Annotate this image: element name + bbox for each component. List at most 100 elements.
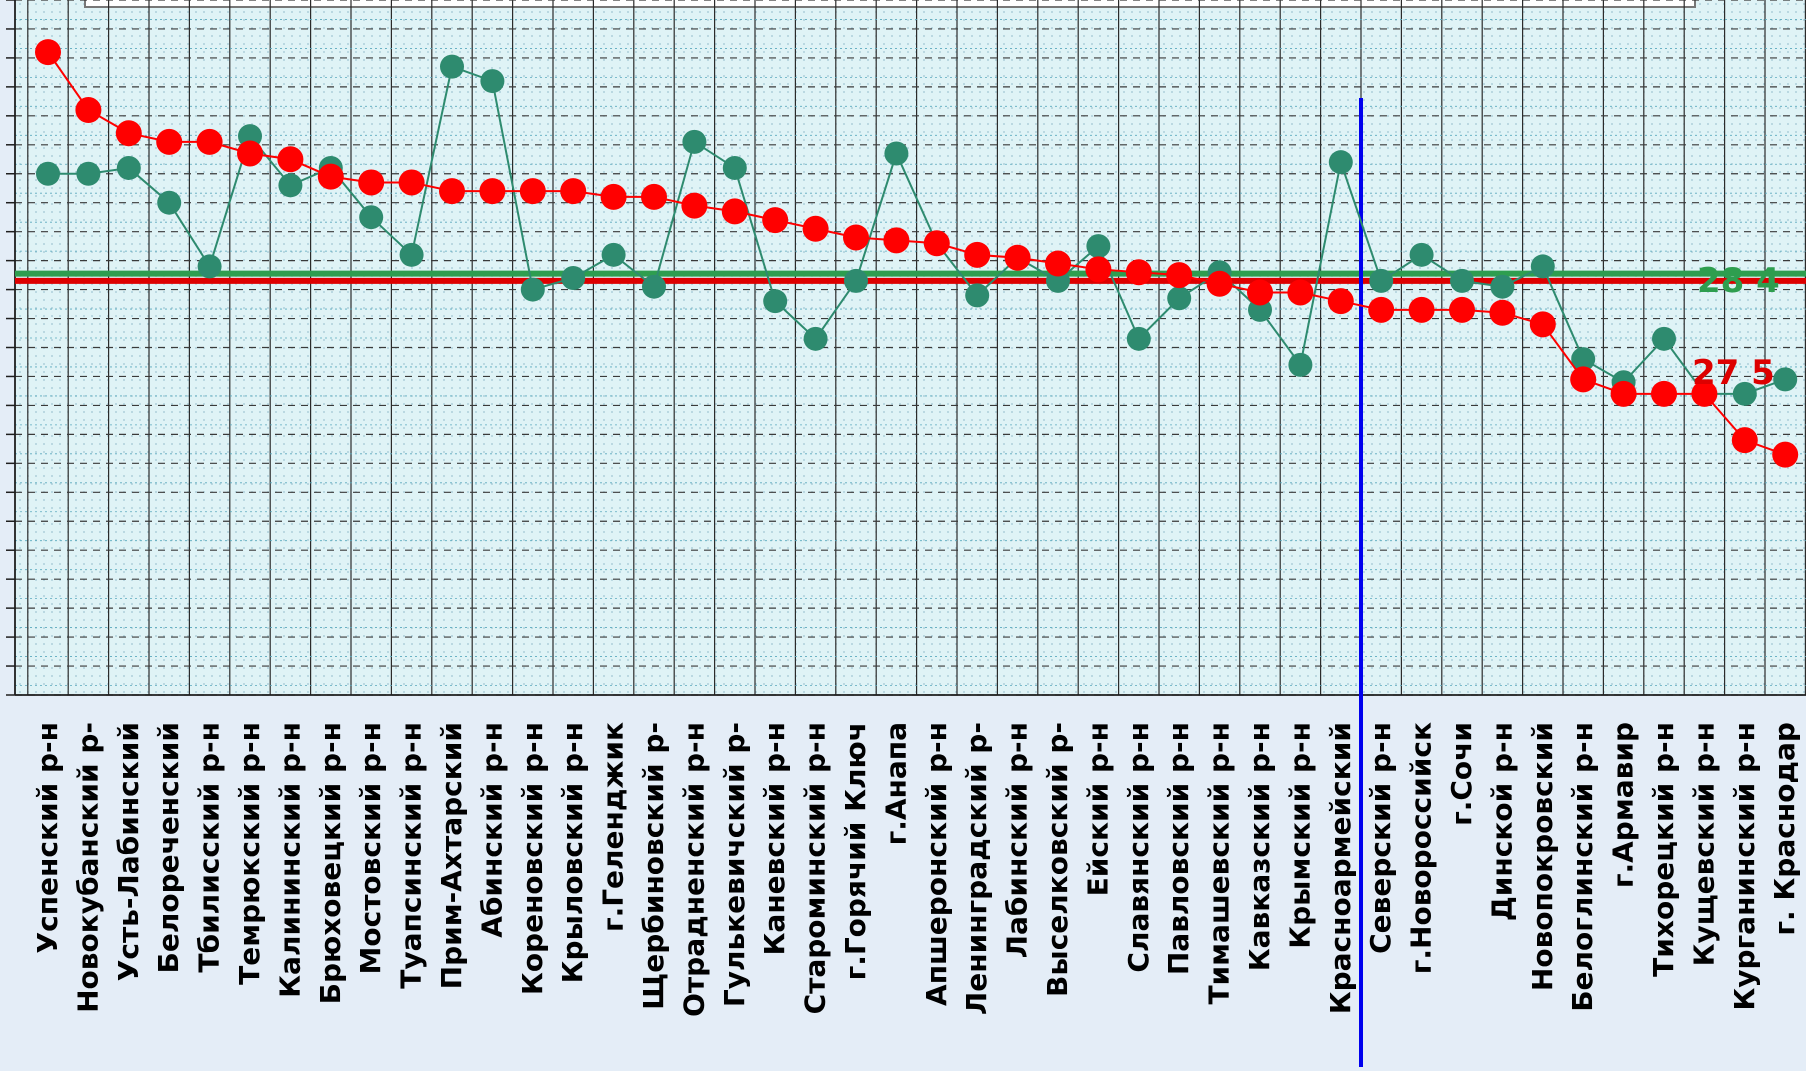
x-tick-label: Абинский р-н xyxy=(475,722,508,938)
data-point xyxy=(519,178,546,205)
data-point xyxy=(480,69,505,94)
data-point xyxy=(520,277,545,302)
x-tick-label: Усть-Лабинский xyxy=(112,722,145,981)
data-point xyxy=(317,163,344,190)
data-point xyxy=(440,54,464,79)
data-point xyxy=(803,326,828,351)
x-tick-label: Тимашевский р-н xyxy=(1203,722,1236,1005)
data-point xyxy=(1571,347,1596,372)
data-point xyxy=(237,140,263,167)
data-point xyxy=(156,128,183,155)
data-point xyxy=(1409,242,1434,267)
x-tick-label: Динской р-н xyxy=(1485,722,1518,921)
data-point xyxy=(844,268,868,293)
x-tick-label: Крымский р-н xyxy=(1283,722,1316,949)
data-point xyxy=(1651,380,1677,407)
x-tick-label: Староминский р-н xyxy=(799,722,832,1014)
data-point xyxy=(1450,268,1474,293)
x-tick-label: Северский р-н xyxy=(1364,722,1397,954)
data-point xyxy=(157,190,182,215)
data-point xyxy=(843,224,869,251)
data-point xyxy=(600,183,627,210)
x-tick-label: г.Сочи xyxy=(1445,722,1478,826)
data-point xyxy=(115,120,142,147)
data-point xyxy=(561,266,586,290)
x-tick-label: Новопокровский xyxy=(1526,722,1559,991)
data-point xyxy=(398,169,425,196)
data-point xyxy=(1167,286,1192,311)
data-point xyxy=(1125,259,1152,286)
x-tick-label: Кавказский р-н xyxy=(1243,722,1276,971)
title-box-remnant xyxy=(84,0,1696,8)
data-point xyxy=(1773,367,1798,392)
x-tick-label: Славянский р-н xyxy=(1122,722,1155,973)
data-point xyxy=(1691,380,1718,407)
grid-layer xyxy=(15,0,1806,696)
data-point xyxy=(964,241,991,268)
x-tick-label: Калининский р-н xyxy=(273,722,306,998)
data-point xyxy=(36,161,60,186)
data-point xyxy=(722,155,747,180)
data-point xyxy=(75,97,102,124)
data-point xyxy=(1490,274,1515,299)
x-tick-labels: Успенский р-н Новокубанский р- Усть-Лабинс… xyxy=(31,722,1801,1017)
data-point xyxy=(884,141,909,166)
data-point xyxy=(1206,270,1233,297)
data-point xyxy=(76,161,101,186)
x-tick-label: Туапсинский р-н xyxy=(395,722,428,989)
x-tick-label: Каневский р-н xyxy=(758,722,791,955)
data-point xyxy=(560,178,587,205)
data-point xyxy=(359,205,384,230)
data-point xyxy=(763,289,788,314)
data-point xyxy=(1328,150,1353,175)
data-point xyxy=(1732,381,1757,406)
axis-layer xyxy=(6,0,1806,696)
data-point xyxy=(35,39,61,66)
data-point xyxy=(1731,427,1758,454)
data-point xyxy=(1126,326,1151,351)
data-point xyxy=(1247,279,1273,306)
x-tick-label: Апшеронский р-н xyxy=(920,722,953,1006)
x-tick-label: Курганинский р-н xyxy=(1728,722,1761,1011)
x-tick-label: г.Анапа xyxy=(879,722,912,845)
x-tick-label: г. Краснодар xyxy=(1768,722,1801,936)
data-point xyxy=(1045,250,1071,277)
x-tick-label: Мостовский р-н xyxy=(354,722,387,974)
data-point xyxy=(1288,352,1313,377)
x-tick-label: Ленинградский р- xyxy=(960,722,993,1015)
data-point xyxy=(399,242,424,267)
x-tick-label: Крыловский р-н xyxy=(556,722,589,983)
data-point xyxy=(1610,380,1637,407)
data-point xyxy=(721,198,748,225)
data-point xyxy=(762,207,789,234)
data-point xyxy=(682,129,707,154)
data-point xyxy=(277,146,304,173)
data-point xyxy=(358,169,385,196)
x-tick-label: Кореновский р-н xyxy=(516,722,549,995)
data-point xyxy=(1408,296,1435,323)
data-point xyxy=(278,173,303,198)
x-tick-label: Успенский р-н xyxy=(31,722,64,953)
x-tick-label: Щербиновский р- xyxy=(637,722,670,1010)
data-point xyxy=(802,215,829,242)
x-tick-label: г.Геленджик xyxy=(597,722,630,932)
x-tick-label: Темрюкский р-н xyxy=(233,722,266,985)
data-point xyxy=(1166,262,1193,289)
x-tick-label: Павловский р-н xyxy=(1162,722,1195,975)
x-tick-label: Белореченский xyxy=(152,722,185,974)
data-point xyxy=(1530,254,1555,279)
x-tick-label: Тбилисский р-н xyxy=(193,722,226,973)
data-point xyxy=(439,178,465,205)
data-point xyxy=(1449,296,1475,323)
data-point xyxy=(681,192,708,219)
right-margin-label: 27 5 xyxy=(1692,353,1775,393)
data-point xyxy=(601,242,626,267)
data-point xyxy=(1369,268,1394,293)
data-point xyxy=(1570,366,1597,393)
data-point xyxy=(883,227,910,254)
series-layer xyxy=(35,39,1799,468)
data-point xyxy=(1652,326,1676,351)
data-point xyxy=(1085,256,1112,283)
data-point xyxy=(1287,279,1314,306)
